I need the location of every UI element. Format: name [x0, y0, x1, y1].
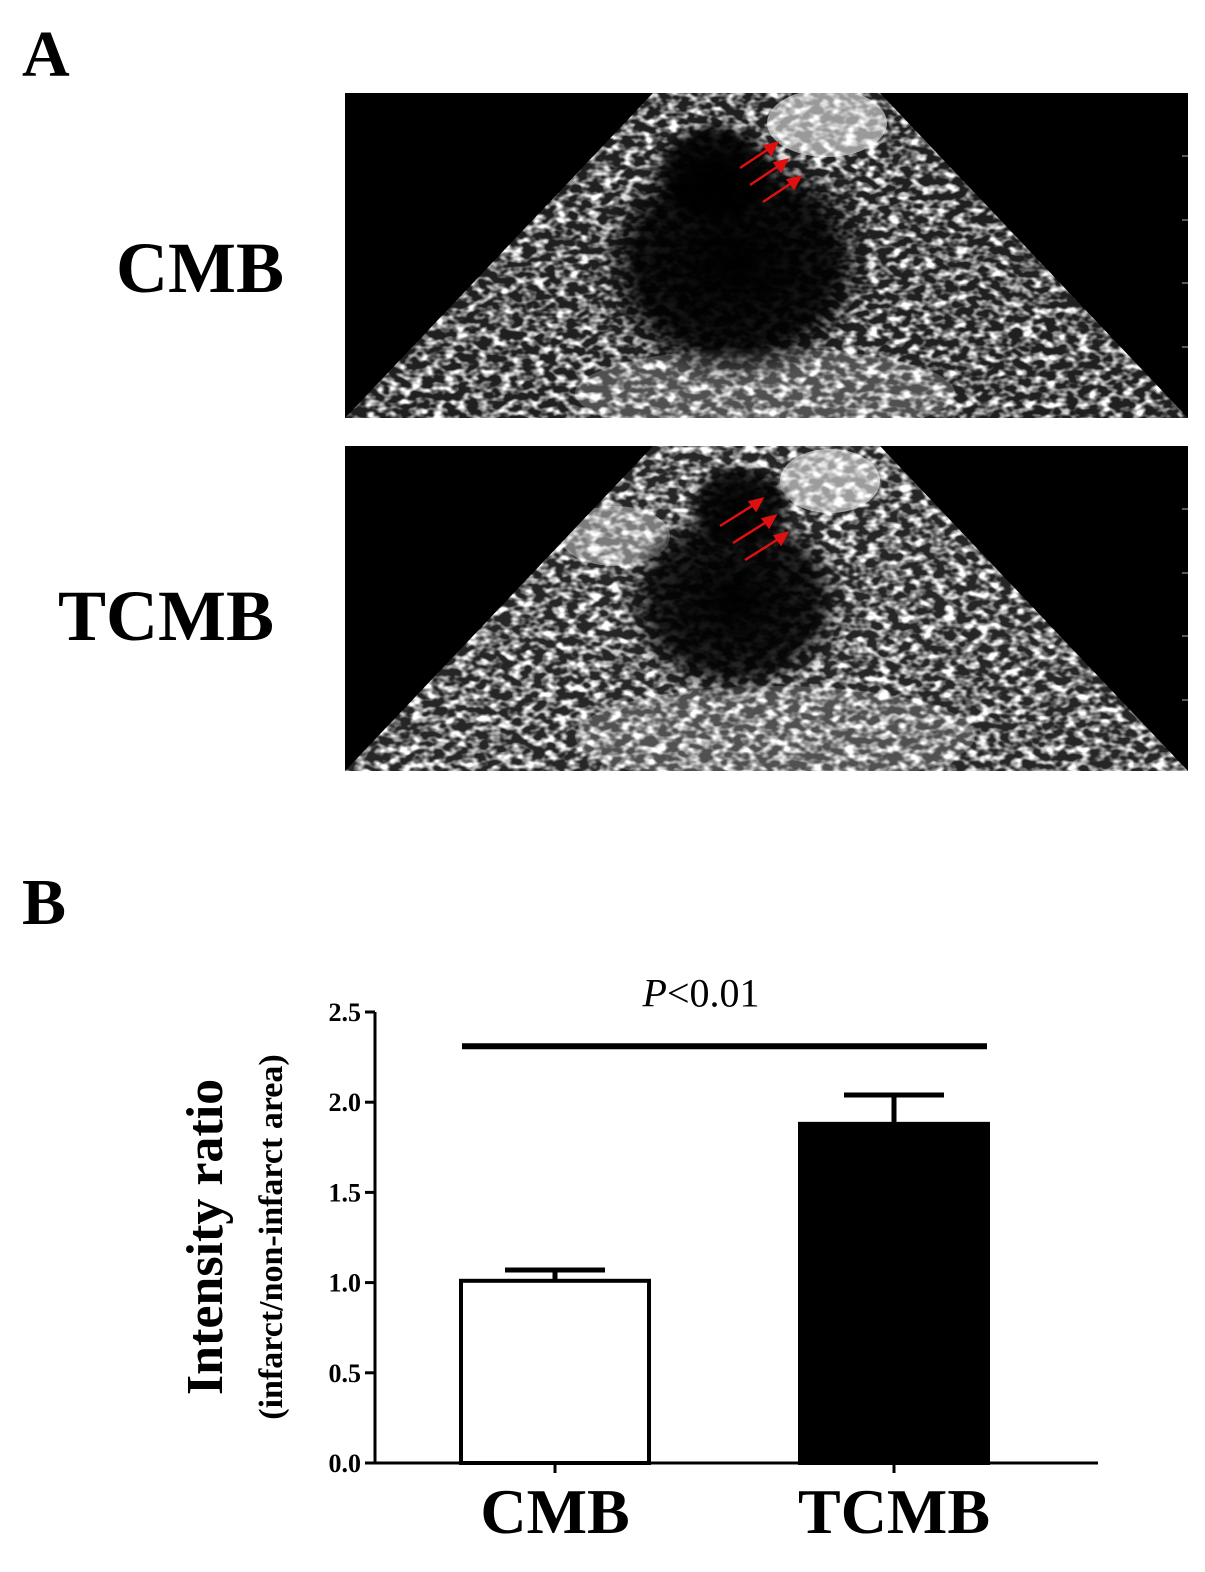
bar-chart: Intensity ratio (infarct/non-infarct are…	[177, 970, 1098, 1547]
bar-cmb	[459, 1278, 651, 1465]
significance: P<0.01	[462, 970, 987, 1050]
ultrasound-image-cmb	[345, 93, 1188, 418]
y-tick-label: 0.5	[329, 1359, 362, 1388]
y-tick-label: 2.5	[329, 998, 362, 1027]
p-value-label: P<0.01	[642, 970, 760, 1015]
infarct-arrows	[739, 141, 803, 204]
row-label-cmb: CMB	[116, 228, 284, 308]
panel-a-letter: A	[22, 18, 70, 91]
infarct-arrows	[719, 497, 790, 562]
y-tick-label: 2.0	[329, 1088, 362, 1117]
bars: CMB TCMB	[459, 1092, 990, 1547]
row-label-tcmb: TCMB	[58, 576, 274, 656]
y-tick-label: 1.5	[329, 1178, 362, 1207]
bar-tcmb	[798, 1121, 990, 1466]
x-tick-label: CMB	[480, 1476, 629, 1547]
y-axis-title: Intensity ratio	[177, 1079, 234, 1395]
y-tick-label: 1.0	[329, 1269, 362, 1298]
panel-b-letter: B	[22, 866, 67, 939]
ultrasound-image-tcmb	[345, 446, 1188, 771]
y-tick-label: 0.0	[329, 1449, 362, 1478]
x-tick-label: TCMB	[798, 1476, 990, 1547]
y-axis-subtitle: (infarct/non-infarct area)	[253, 1054, 290, 1419]
